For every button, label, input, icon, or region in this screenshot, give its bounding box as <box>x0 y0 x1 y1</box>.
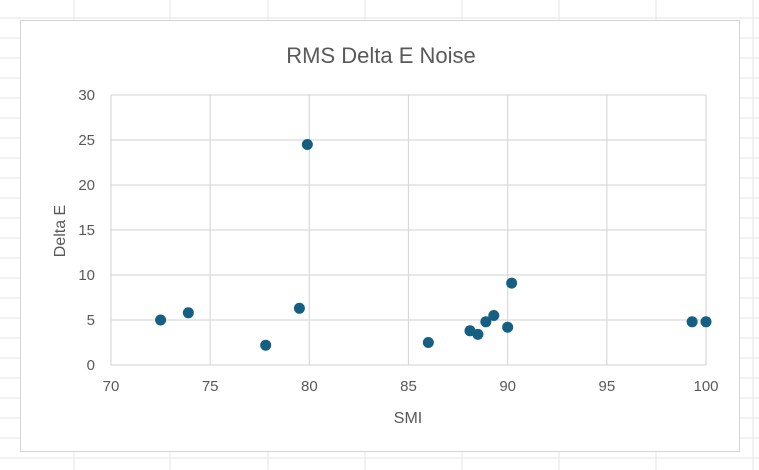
data-point <box>480 316 492 328</box>
x-tick-label: 85 <box>400 378 417 395</box>
x-axis-label: SMI <box>394 410 422 427</box>
data-point <box>155 314 167 326</box>
data-point <box>502 321 514 333</box>
y-tick-label: 5 <box>87 312 95 329</box>
y-tick-label: 20 <box>78 177 95 194</box>
x-tick-label: 75 <box>202 378 219 395</box>
data-points <box>155 139 712 351</box>
y-tick-label: 15 <box>78 222 95 239</box>
y-axis-label: Delta E <box>52 205 69 257</box>
data-point <box>182 307 194 319</box>
x-tick-label: 80 <box>301 378 318 395</box>
y-tick-label: 25 <box>78 132 95 149</box>
gridlines <box>110 94 707 366</box>
scatter-chart: RMS Delta E Noise 70 75 80 85 90 95 100 0 5 10 15… <box>52 43 719 427</box>
y-axis-ticks: 0 5 10 15 20 25 30 <box>78 87 95 374</box>
x-tick-label: 70 <box>103 378 120 395</box>
data-point <box>472 328 484 340</box>
y-tick-label: 30 <box>78 87 95 104</box>
y-tick-label: 0 <box>87 357 95 374</box>
data-point <box>506 277 518 289</box>
data-point <box>293 302 305 314</box>
chart-title: RMS Delta E Noise <box>286 43 476 68</box>
chart-area[interactable]: RMS Delta E Noise 70 75 80 85 90 95 100 0 5 10 15… <box>20 20 740 452</box>
data-point <box>301 139 313 150</box>
data-point <box>686 316 698 328</box>
x-tick-label: 95 <box>598 378 615 395</box>
x-tick-label: 100 <box>693 378 718 395</box>
x-axis-ticks: 70 75 80 85 90 95 100 <box>103 378 719 395</box>
data-point <box>700 316 712 328</box>
data-point <box>488 310 500 321</box>
data-point <box>422 337 434 348</box>
x-tick-label: 90 <box>499 378 516 395</box>
y-tick-label: 10 <box>78 267 95 284</box>
data-point <box>260 339 272 351</box>
